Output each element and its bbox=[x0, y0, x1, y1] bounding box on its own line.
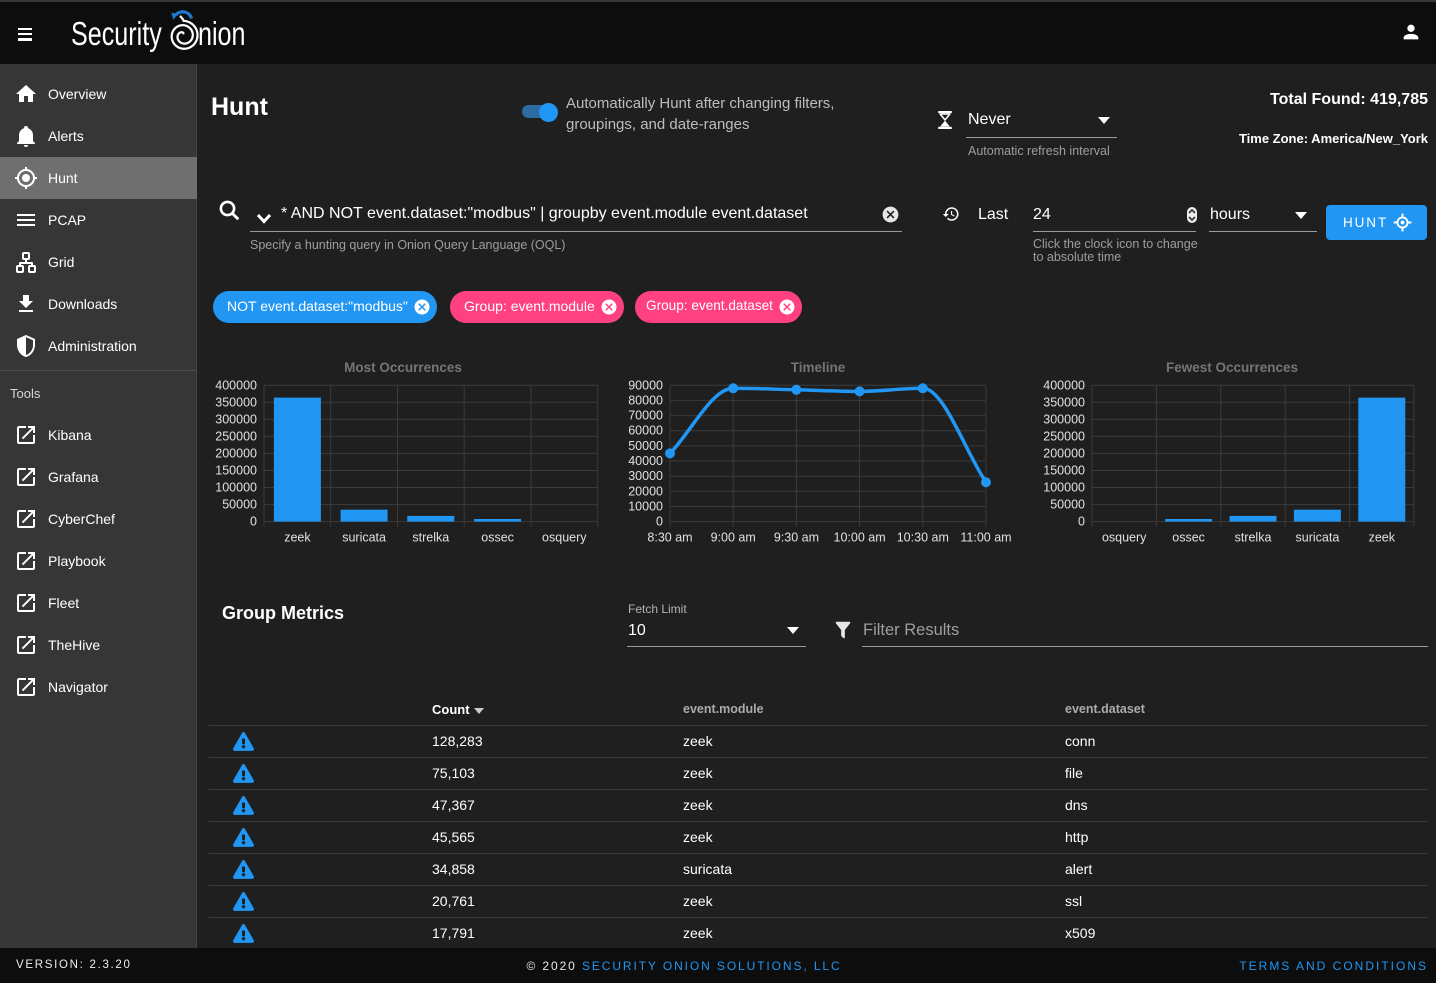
svg-text:80000: 80000 bbox=[628, 393, 663, 407]
svg-text:10:30 am: 10:30 am bbox=[897, 531, 949, 545]
svg-text:60000: 60000 bbox=[628, 424, 663, 438]
svg-text:9:30 am: 9:30 am bbox=[774, 531, 819, 545]
svg-text:strelka: strelka bbox=[1235, 531, 1272, 545]
svg-text:10000: 10000 bbox=[628, 500, 663, 514]
svg-text:20000: 20000 bbox=[628, 484, 663, 498]
svg-text:350000: 350000 bbox=[215, 395, 257, 409]
svg-text:50000: 50000 bbox=[1050, 498, 1085, 512]
svg-text:400000: 400000 bbox=[1043, 378, 1085, 392]
svg-text:250000: 250000 bbox=[215, 429, 257, 443]
svg-text:70000: 70000 bbox=[628, 409, 663, 423]
svg-text:Timeline: Timeline bbox=[791, 360, 846, 375]
svg-text:10:00 am: 10:00 am bbox=[834, 531, 886, 545]
svg-text:40000: 40000 bbox=[628, 454, 663, 468]
svg-text:150000: 150000 bbox=[215, 464, 257, 478]
svg-text:zeek: zeek bbox=[1369, 531, 1396, 545]
svg-text:200000: 200000 bbox=[215, 446, 257, 460]
svg-text:30000: 30000 bbox=[628, 469, 663, 483]
svg-text:11:00 am: 11:00 am bbox=[960, 531, 1011, 545]
svg-text:50000: 50000 bbox=[222, 498, 257, 512]
svg-text:zeek: zeek bbox=[284, 531, 311, 545]
svg-text:ossec: ossec bbox=[1172, 531, 1205, 545]
svg-text:osquery: osquery bbox=[1102, 531, 1147, 545]
svg-text:0: 0 bbox=[250, 515, 257, 529]
svg-text:400000: 400000 bbox=[215, 378, 257, 392]
svg-text:300000: 300000 bbox=[1043, 412, 1085, 426]
svg-text:90000: 90000 bbox=[628, 378, 663, 392]
svg-text:9:00 am: 9:00 am bbox=[711, 531, 756, 545]
svg-text:strelka: strelka bbox=[412, 531, 449, 545]
svg-text:osquery: osquery bbox=[542, 531, 587, 545]
svg-text:250000: 250000 bbox=[1043, 429, 1085, 443]
svg-text:150000: 150000 bbox=[1043, 464, 1085, 478]
svg-text:8:30 am: 8:30 am bbox=[647, 531, 692, 545]
svg-text:0: 0 bbox=[656, 515, 663, 529]
svg-text:50000: 50000 bbox=[628, 439, 663, 453]
svg-text:350000: 350000 bbox=[1043, 395, 1085, 409]
svg-text:Most Occurrences: Most Occurrences bbox=[344, 360, 462, 375]
svg-text:Fewest Occurrences: Fewest Occurrences bbox=[1166, 360, 1298, 375]
svg-text:suricata: suricata bbox=[342, 531, 386, 545]
svg-text:suricata: suricata bbox=[1296, 531, 1340, 545]
svg-text:200000: 200000 bbox=[1043, 446, 1085, 460]
svg-text:100000: 100000 bbox=[215, 481, 257, 495]
svg-text:100000: 100000 bbox=[1043, 481, 1085, 495]
svg-text:300000: 300000 bbox=[215, 412, 257, 426]
svg-text:ossec: ossec bbox=[481, 531, 514, 545]
svg-text:0: 0 bbox=[1078, 515, 1085, 529]
